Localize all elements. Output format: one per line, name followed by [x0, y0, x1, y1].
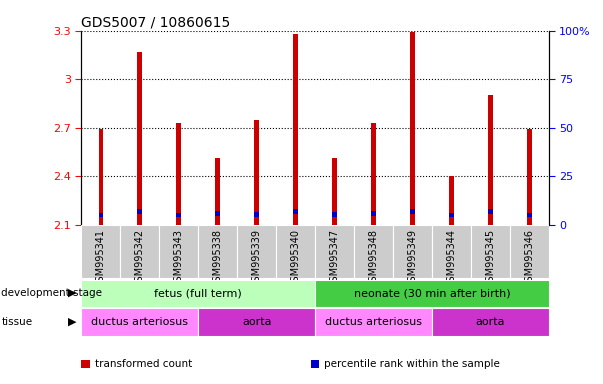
Text: GSM995349: GSM995349: [408, 229, 417, 288]
Bar: [527, 212, 532, 217]
Bar: [137, 209, 142, 214]
Text: GSM995341: GSM995341: [96, 229, 106, 288]
Bar: [488, 95, 493, 225]
Bar: [215, 158, 220, 225]
Text: GSM995338: GSM995338: [213, 229, 223, 288]
Bar: [527, 129, 532, 225]
Bar: [121, 225, 159, 278]
Text: GSM995344: GSM995344: [446, 229, 456, 288]
Text: GSM995345: GSM995345: [485, 229, 495, 288]
Bar: [137, 52, 142, 225]
Bar: [254, 119, 259, 225]
Text: ▶: ▶: [68, 288, 77, 298]
Bar: [237, 225, 276, 278]
Text: GSM995339: GSM995339: [251, 229, 262, 288]
Bar: [449, 176, 453, 225]
Text: GSM995340: GSM995340: [291, 229, 301, 288]
Bar: [81, 225, 121, 278]
Bar: [177, 123, 181, 225]
Bar: [293, 34, 298, 225]
Bar: [332, 158, 337, 225]
Bar: [332, 212, 337, 217]
Bar: [254, 212, 259, 217]
Bar: [293, 209, 298, 214]
Text: tissue: tissue: [1, 317, 33, 327]
Bar: [432, 308, 549, 336]
Text: transformed count: transformed count: [95, 359, 192, 369]
Bar: [198, 308, 315, 336]
Bar: [432, 225, 471, 278]
Text: development stage: development stage: [1, 288, 102, 298]
Text: GSM995346: GSM995346: [524, 229, 534, 288]
Text: GSM995343: GSM995343: [174, 229, 184, 288]
Bar: [315, 280, 549, 307]
Bar: [198, 225, 237, 278]
Bar: [159, 225, 198, 278]
Text: fetus (full term): fetus (full term): [154, 288, 242, 298]
Bar: [81, 280, 315, 307]
Bar: [98, 212, 103, 217]
Bar: [177, 212, 181, 217]
Text: GSM995347: GSM995347: [329, 229, 339, 288]
Bar: [371, 123, 376, 225]
Bar: [410, 209, 415, 214]
Text: ductus arteriosus: ductus arteriosus: [325, 317, 422, 327]
Bar: [488, 209, 493, 214]
Text: aorta: aorta: [242, 317, 271, 327]
Bar: [98, 129, 103, 225]
Bar: [315, 308, 432, 336]
Bar: [410, 32, 415, 225]
Bar: [276, 225, 315, 278]
Text: GSM995348: GSM995348: [368, 229, 379, 288]
Text: ▶: ▶: [68, 317, 77, 327]
Bar: [354, 225, 393, 278]
Bar: [393, 225, 432, 278]
Text: neonate (30 min after birth): neonate (30 min after birth): [353, 288, 510, 298]
Bar: [510, 225, 549, 278]
Bar: [81, 308, 198, 336]
Bar: [449, 212, 453, 217]
Bar: [471, 225, 510, 278]
Bar: [215, 211, 220, 216]
Bar: [371, 211, 376, 216]
Text: aorta: aorta: [476, 317, 505, 327]
Text: GDS5007 / 10860615: GDS5007 / 10860615: [81, 16, 231, 30]
Text: ductus arteriosus: ductus arteriosus: [91, 317, 188, 327]
Text: GSM995342: GSM995342: [135, 229, 145, 288]
Text: percentile rank within the sample: percentile rank within the sample: [324, 359, 500, 369]
Bar: [315, 225, 354, 278]
